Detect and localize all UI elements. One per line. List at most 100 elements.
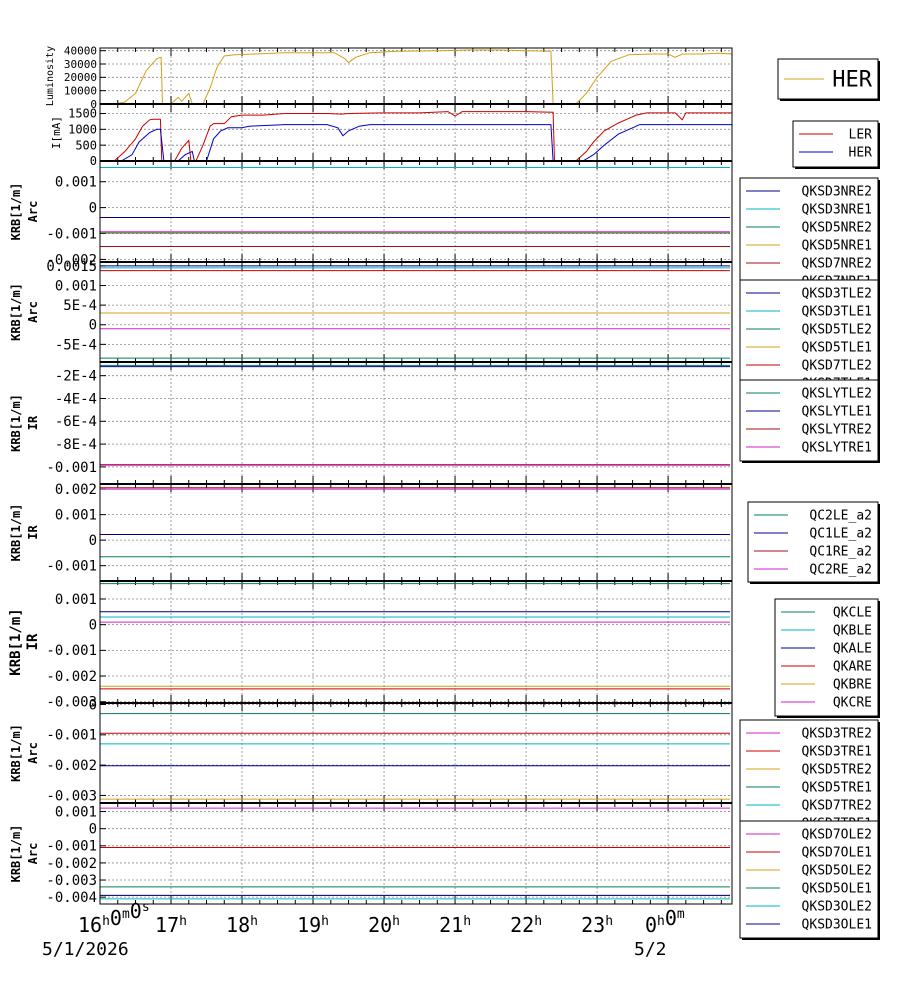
y-tick-label: 0 — [90, 98, 97, 111]
legend-box — [792, 120, 879, 168]
y-tick-label: 500 — [75, 138, 97, 152]
y-axis-label: Luminosity — [45, 46, 56, 106]
y-tick-label: 0.001 — [55, 175, 97, 191]
legend-label: QC2RE_a2 — [809, 563, 872, 578]
y-tick-label: -2E-4 — [55, 369, 97, 385]
y-tick-label: 30000 — [64, 58, 97, 71]
legend-8: QKSD3TRE2 QKSD3TRE1 QKSD5TRE2 QKSD5TRE1 QKSD… — [739, 719, 880, 839]
y-tick-label: -0.001 — [46, 643, 97, 659]
legend-label: QC1RE_a2 — [809, 545, 872, 560]
x-tick-label: 19h — [297, 913, 329, 937]
plot-frame — [99, 483, 733, 582]
legend-label: QKCLE — [833, 606, 872, 621]
y-tick-label: -0.003 — [46, 788, 97, 804]
y-axis-label: KRB[1/m] — [8, 608, 24, 675]
y-tick-label: 0 — [89, 697, 97, 713]
y-tick-label: -8E-4 — [55, 437, 97, 453]
legend-label: QC1LE_a2 — [809, 527, 872, 542]
y-tick-label: 20000 — [64, 71, 97, 84]
y-tick-label: 0 — [89, 201, 97, 217]
series-line-LER — [100, 111, 732, 161]
x-tick-label: 23h — [581, 913, 613, 937]
x-tick-label: 17h — [155, 913, 187, 937]
y-axis-label: KRB[1/m] — [9, 394, 23, 452]
legend-label: QC2LE_a2 — [809, 509, 872, 524]
x-axis-date-next: 5/2 — [634, 939, 667, 960]
y-tick-label: 5E-4 — [63, 298, 97, 314]
y-axis-label: KRB[1/m] — [9, 504, 23, 562]
legend-label: QKSD7OLE1 — [802, 846, 872, 861]
legend-2: LER HER — [792, 120, 880, 169]
legend-label: QKSD5TLE1 — [802, 341, 872, 356]
legend-label: QKSD5NRE2 — [802, 221, 872, 236]
legend-box — [739, 719, 879, 838]
legend-3: QKSD3NRE2 QKSD3NRE1 QKSD5NRE2 QKSD5NRE1 QKSD… — [739, 177, 880, 297]
legend-label: QKSLYTLE2 — [802, 387, 872, 402]
y-tick-label: 0.002 — [55, 482, 97, 498]
y-tick-label: -0.001 — [46, 559, 97, 575]
y-tick-label: -4E-4 — [55, 391, 97, 407]
y-axis-label-2: Arc — [26, 301, 40, 323]
legend-label: QKSD3OLE2 — [802, 900, 872, 915]
y-tick-label: -5E-4 — [55, 337, 97, 353]
y-tick-label: 0.001 — [55, 508, 97, 524]
panel-6: 0.002 0.001 0 -0.001 KRB[1/m] IR QC2LE_a2 QC1LE… — [9, 482, 880, 584]
legend-label: QKSD5NRE1 — [802, 239, 872, 254]
panel-7: 0.001 0 -0.001 -0.002 -0.003 KRB[1/m] IR QKCLE Q… — [8, 580, 880, 718]
y-tick-label: -6E-4 — [55, 414, 97, 430]
y-axis-label-2: Arc — [26, 201, 40, 223]
legend-label: QKSD5OLE1 — [802, 882, 872, 897]
y-tick-label: -0.001 — [46, 839, 97, 855]
y-tick-label: -0.001 — [46, 460, 97, 476]
legend-6: QC2LE_a2 QC1LE_a2 QC1RE_a2 QC2RE_a2 — [747, 501, 880, 584]
y-tick-label: 0.001 — [55, 278, 97, 294]
y-tick-label: 0.001 — [55, 592, 97, 608]
y-tick-label: 1000 — [68, 123, 97, 137]
y-tick-label: 0 — [89, 533, 97, 549]
legend-box — [739, 279, 879, 398]
legend-1: HER — [777, 58, 880, 101]
legend-label: HER — [849, 146, 873, 161]
legend-label: QKBLE — [833, 624, 872, 639]
legend-box — [774, 598, 879, 717]
legend-label: QKSD3NRE2 — [802, 185, 872, 200]
legend-label: QKSD5TRE1 — [802, 781, 872, 796]
y-tick-label: 0 — [89, 822, 97, 838]
series-line-HER — [100, 124, 732, 161]
legend-9: QKSD7OLE2 QKSD7OLE1 QKSD5OLE2 QKSD5OLE1 QKSD… — [739, 820, 880, 940]
legend-label: QKSD7OLE2 — [802, 828, 872, 843]
legend-label: QKSD3NRE1 — [802, 203, 872, 218]
y-tick-label: 0.001 — [55, 804, 97, 820]
y-tick-label: -0.001 — [46, 728, 97, 744]
y-tick-label: -0.003 — [46, 695, 97, 711]
legend-label: QKSD3TRE1 — [802, 745, 872, 760]
x-axis-midnight-label: 0h0m — [645, 906, 685, 937]
y-tick-label: 1500 — [68, 107, 97, 121]
y-tick-label: -0.002 — [46, 669, 97, 685]
y-tick-label: -0.001 — [46, 226, 97, 242]
y-axis-label: I[mA] — [50, 116, 63, 149]
y-axis-label: KRB[1/m] — [9, 724, 23, 782]
y-axis-label-2: IR — [25, 633, 41, 650]
plot-frame — [99, 702, 733, 804]
legend-label: QKSLYTLE1 — [802, 405, 872, 420]
panel-3: 0.001 0 -0.001 -0.002 KRB[1/m] Arc QKSD3NRE2 QK… — [9, 160, 880, 297]
legend-label: HER — [832, 68, 872, 93]
legend-label: QKSLYTRE2 — [802, 423, 872, 438]
legend-label: QKALE — [833, 642, 872, 657]
legend-label: QKSD7TLE2 — [802, 359, 872, 374]
panel-9: 0.001 0-0.001-0.002-0.003-0.004 KRB[1/m] Ar… — [9, 802, 880, 940]
y-tick-label: 0.0015 — [46, 259, 97, 275]
x-tick-label: 18h — [226, 913, 258, 937]
y-axis-label-2: Arc — [26, 843, 40, 865]
y-tick-label: -0.002 — [46, 252, 97, 268]
legend-5: QKSLYTLE2 QKSLYTLE1 QKSLYTRE2 QKSLYTRE1 — [739, 379, 880, 463]
legend-label: QKARE — [833, 660, 872, 675]
plot-frame — [99, 261, 733, 363]
y-tick-label: -0.004 — [46, 890, 97, 906]
y-axis-label: KRB[1/m] — [9, 183, 23, 241]
